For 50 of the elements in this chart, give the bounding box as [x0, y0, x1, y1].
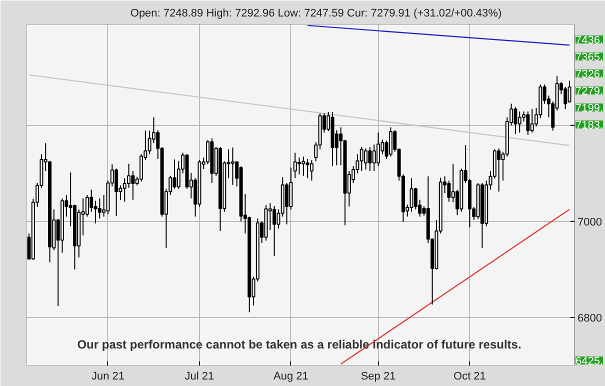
- candlestick: [372, 144, 376, 172]
- x-tick-label: Jul 21: [184, 370, 214, 382]
- candlestick: [410, 178, 414, 212]
- candlestick: [131, 170, 135, 200]
- candlestick: [364, 148, 368, 170]
- text: 7365.: [576, 52, 604, 64]
- candlestick: [526, 110, 530, 136]
- candlestick: [564, 86, 568, 110]
- candlestick: [114, 168, 118, 217]
- candlestick: [568, 80, 572, 104]
- candlestick: [272, 206, 276, 256]
- candlestick: [140, 154, 144, 182]
- candlestick: [310, 159, 314, 182]
- x-tick-label: Sep 21: [360, 370, 396, 382]
- candlestick: [285, 182, 289, 225]
- candlestick: [172, 158, 176, 190]
- candlestick: [388, 126, 392, 158]
- candlestick: [230, 146, 234, 186]
- y-tick-label: 6800: [578, 312, 602, 324]
- candlestick: [514, 106, 518, 135]
- candlestick: [360, 146, 364, 172]
- candlestick: [376, 132, 380, 167]
- candlestick: [302, 156, 306, 176]
- candlestick: [414, 187, 418, 210]
- x-tick-label: Jun 21: [91, 370, 125, 382]
- text: 7436.: [576, 34, 604, 46]
- text: 7279.: [576, 86, 604, 98]
- text: 7199.: [576, 102, 604, 114]
- text: 7183.: [576, 120, 604, 132]
- candlestick: [368, 146, 372, 172]
- x-tick-label: Aug 21: [274, 370, 308, 382]
- candlestick: [98, 198, 102, 220]
- annotation: Our past performance cannot be taken as a reliable indicator of future results.: [77, 338, 522, 352]
- candlestick: [122, 178, 126, 202]
- text: 7326.: [576, 68, 604, 80]
- candlestick: [94, 200, 98, 224]
- y-tick-label: 7000: [578, 216, 602, 228]
- candlestick: [127, 163, 131, 188]
- candlestick: [293, 152, 297, 179]
- candlestick: [90, 189, 94, 212]
- candlestick: [298, 157, 301, 175]
- candlestick: [447, 180, 451, 202]
- candlestick: [306, 158, 310, 179]
- candlestick: [497, 148, 501, 192]
- candlestick: [85, 194, 89, 218]
- chart-subtitle: Open: 7248.89 High: 7292.96 Low: 7247.59 Cur: 7279.91 (+31.02/+00.43%): [130, 8, 502, 20]
- text: 6425.: [576, 356, 604, 368]
- candlestick: [518, 110, 522, 134]
- candlestick: [530, 108, 534, 134]
- x-tick-label: Oct 21: [454, 370, 486, 382]
